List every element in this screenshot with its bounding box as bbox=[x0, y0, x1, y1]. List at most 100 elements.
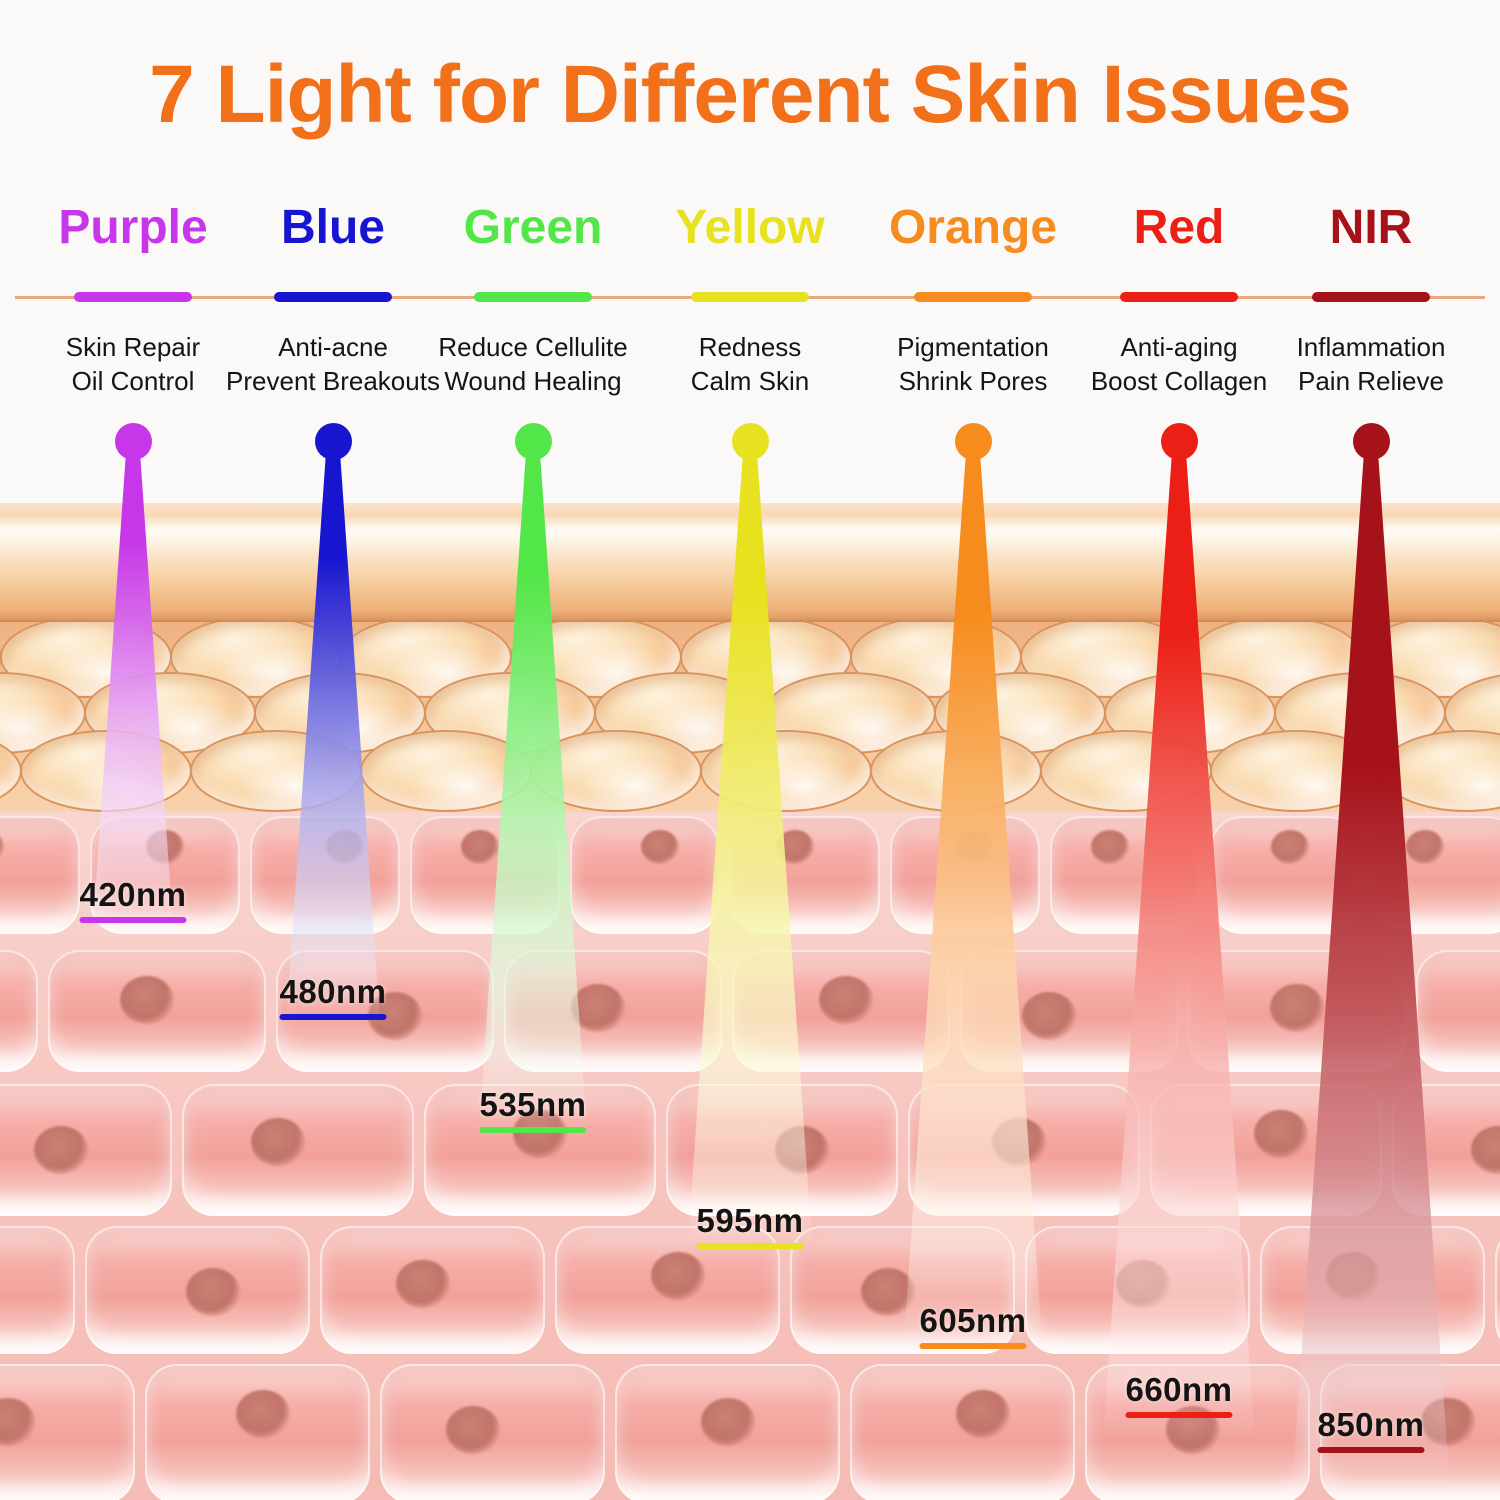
cell-nucleus bbox=[120, 976, 174, 1024]
wavelength-label-480nm: 480nm bbox=[279, 973, 387, 1020]
skin-cell bbox=[850, 1364, 1075, 1500]
divider-segment-yellow bbox=[691, 292, 809, 302]
cell-nucleus bbox=[1091, 830, 1129, 864]
benefit-text: Redness bbox=[698, 332, 802, 362]
light-name-blue: Blue bbox=[280, 201, 385, 254]
cell-nucleus bbox=[445, 1406, 500, 1454]
wavelength-underline bbox=[279, 1014, 387, 1020]
page-title: 7 Light for Different Skin Issues bbox=[149, 49, 1352, 140]
divider-segment-orange bbox=[914, 292, 1032, 302]
wavelength-label-605nm: 605nm bbox=[919, 1302, 1027, 1349]
wavelength-underline bbox=[479, 1127, 587, 1133]
benefit-text: Pigmentation bbox=[897, 332, 1049, 362]
skin-cell bbox=[1495, 1226, 1500, 1354]
cell-nucleus bbox=[185, 1268, 240, 1316]
skin-cell bbox=[570, 816, 720, 934]
wavelength-label-420nm: 420nm bbox=[79, 876, 187, 923]
light-column-orange: Orange Pigmentation Shrink Pores bbox=[857, 200, 1089, 396]
light-column-red: Red Anti-aging Boost Collagen bbox=[1063, 200, 1295, 396]
wavelength-text: 660nm bbox=[1125, 1371, 1233, 1408]
cell-nucleus bbox=[860, 1268, 915, 1316]
wavelength-text: 605nm bbox=[919, 1302, 1027, 1339]
cell-nucleus bbox=[641, 830, 679, 864]
skin-cell bbox=[1416, 950, 1500, 1072]
light-column-nir: NIR Inflammation Pain Relieve bbox=[1255, 200, 1487, 396]
light-dot-green bbox=[514, 423, 552, 460]
cell-nucleus bbox=[1271, 830, 1309, 864]
wavelength-label-535nm: 535nm bbox=[479, 1086, 587, 1133]
skin-cell bbox=[145, 1364, 370, 1500]
benefit-text: Oil Control bbox=[71, 366, 195, 396]
wavelength-underline bbox=[79, 917, 187, 923]
cell-nucleus bbox=[955, 1390, 1010, 1438]
light-dot-red bbox=[1160, 423, 1198, 460]
cell-nucleus bbox=[1254, 1110, 1308, 1158]
divider-segment-nir bbox=[1312, 292, 1430, 302]
cell-nucleus bbox=[251, 1118, 305, 1166]
divider-segment-red bbox=[1120, 292, 1238, 302]
light-column-blue: Blue Anti-acne Prevent Breakouts bbox=[217, 200, 449, 396]
benefit-text: Inflammation bbox=[1296, 332, 1446, 362]
cell-nucleus bbox=[0, 830, 4, 864]
skin-cell bbox=[615, 1364, 840, 1500]
skin-cell bbox=[85, 1226, 310, 1354]
cell-nucleus bbox=[395, 1260, 450, 1308]
cell-nucleus bbox=[34, 1126, 88, 1174]
light-dot-orange bbox=[954, 423, 992, 460]
skin-cell bbox=[0, 1226, 75, 1354]
wavelength-text: 420nm bbox=[79, 876, 187, 913]
skin-cell bbox=[320, 1226, 545, 1354]
skin-cell bbox=[48, 950, 266, 1072]
light-name-nir: NIR bbox=[1329, 201, 1413, 254]
wavelength-label-850nm: 850nm bbox=[1317, 1406, 1425, 1453]
skin-cell bbox=[0, 950, 38, 1072]
benefit-text: Anti-acne bbox=[278, 332, 388, 362]
cell-nucleus bbox=[0, 1398, 35, 1446]
cell-nucleus bbox=[461, 830, 499, 864]
light-dot-purple bbox=[114, 423, 152, 460]
light-name-purple: Purple bbox=[58, 201, 208, 254]
wavelength-label-595nm: 595nm bbox=[696, 1202, 804, 1249]
light-name-green: Green bbox=[463, 201, 603, 254]
light-dot-blue bbox=[314, 423, 352, 460]
wavelength-underline bbox=[1317, 1447, 1425, 1453]
wavelength-label-660nm: 660nm bbox=[1125, 1371, 1233, 1418]
divider-segment-green bbox=[474, 292, 592, 302]
light-column-purple: Purple Skin Repair Oil Control bbox=[17, 200, 249, 396]
light-dot-nir bbox=[1352, 423, 1390, 460]
benefit-text: Boost Collagen bbox=[1090, 366, 1268, 396]
benefit-text: Shrink Pores bbox=[898, 366, 1048, 396]
cell-nucleus bbox=[235, 1390, 290, 1438]
cell-nucleus bbox=[571, 984, 625, 1032]
cell-nucleus bbox=[1270, 984, 1324, 1032]
skin-cell bbox=[0, 1084, 172, 1216]
wavelength-text: 595nm bbox=[696, 1202, 804, 1239]
benefit-text: Pain Relieve bbox=[1298, 366, 1444, 396]
skin-cell bbox=[0, 1364, 135, 1500]
skin-cell bbox=[380, 1364, 605, 1500]
light-name-red: Red bbox=[1133, 201, 1225, 254]
skin-cell bbox=[182, 1084, 414, 1216]
wavelength-text: 480nm bbox=[279, 973, 387, 1010]
wavelength-underline bbox=[919, 1343, 1027, 1349]
divider-segment-purple bbox=[74, 292, 192, 302]
cell-nucleus bbox=[1471, 1126, 1500, 1174]
light-column-yellow: Yellow Redness Calm Skin bbox=[634, 200, 866, 396]
light-name-yellow: Yellow bbox=[675, 201, 825, 254]
light-dot-yellow bbox=[731, 423, 769, 460]
benefit-text: Wound Healing bbox=[444, 366, 622, 396]
benefit-text: Reduce Cellulite bbox=[438, 332, 628, 362]
cell-nucleus bbox=[650, 1252, 705, 1300]
wavelength-text: 850nm bbox=[1317, 1406, 1425, 1443]
light-column-green: Green Reduce Cellulite Wound Healing bbox=[417, 200, 649, 396]
benefit-text: Skin Repair bbox=[65, 332, 201, 362]
cell-nucleus bbox=[1406, 830, 1444, 864]
cell-nucleus bbox=[819, 976, 873, 1024]
wavelength-underline bbox=[1125, 1412, 1233, 1418]
cell-nucleus bbox=[700, 1398, 755, 1446]
wavelength-underline bbox=[696, 1243, 804, 1249]
benefit-text: Calm Skin bbox=[690, 366, 810, 396]
divider-segment-blue bbox=[274, 292, 392, 302]
cell-nucleus bbox=[1022, 992, 1076, 1040]
